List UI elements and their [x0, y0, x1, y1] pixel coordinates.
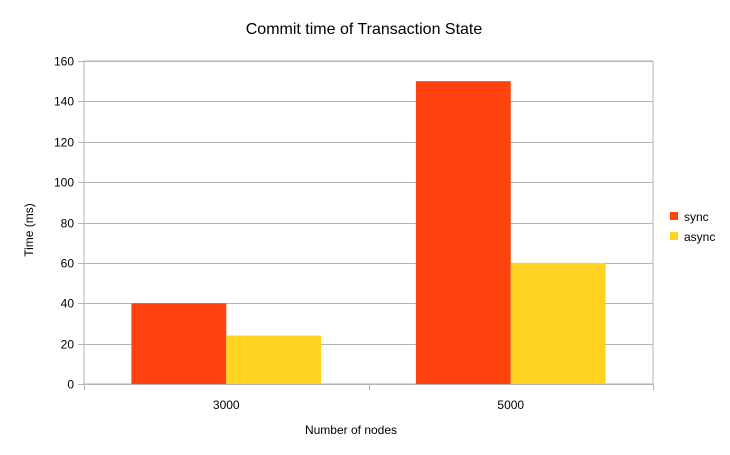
y-tick-label-0: 0 — [67, 378, 74, 392]
chart-title: Commit time of Transaction State — [246, 21, 483, 38]
bars — [131, 81, 606, 384]
y-tick-label-140: 140 — [54, 95, 74, 109]
axes: 0 20 40 60 80 100 120 140 160 3000 5000 — [54, 55, 654, 412]
legend-swatch-async — [670, 232, 678, 240]
bar-sync-3000 — [131, 303, 227, 384]
bar-sync-5000 — [415, 81, 511, 384]
legend-label-async: async — [684, 230, 715, 244]
y-tick-label-120: 120 — [54, 136, 74, 150]
y-tick-label-160: 160 — [54, 55, 74, 69]
bar-async-3000 — [226, 335, 322, 384]
x-tick-label-3000: 3000 — [213, 398, 240, 412]
y-tick-label-40: 40 — [61, 297, 75, 311]
legend-swatch-sync — [670, 212, 678, 220]
legend: sync async — [670, 210, 715, 244]
bar-async-5000 — [510, 262, 606, 384]
y-tick-label-20: 20 — [61, 338, 75, 352]
x-axis-label: Number of nodes — [305, 423, 397, 437]
y-axis-label: Time (ms) — [22, 203, 36, 257]
x-tick-label-5000: 5000 — [497, 398, 524, 412]
y-tick-label-100: 100 — [54, 176, 74, 190]
y-tick-label-80: 80 — [61, 217, 75, 231]
legend-label-sync: sync — [684, 210, 709, 224]
y-tick-label-60: 60 — [61, 257, 75, 271]
